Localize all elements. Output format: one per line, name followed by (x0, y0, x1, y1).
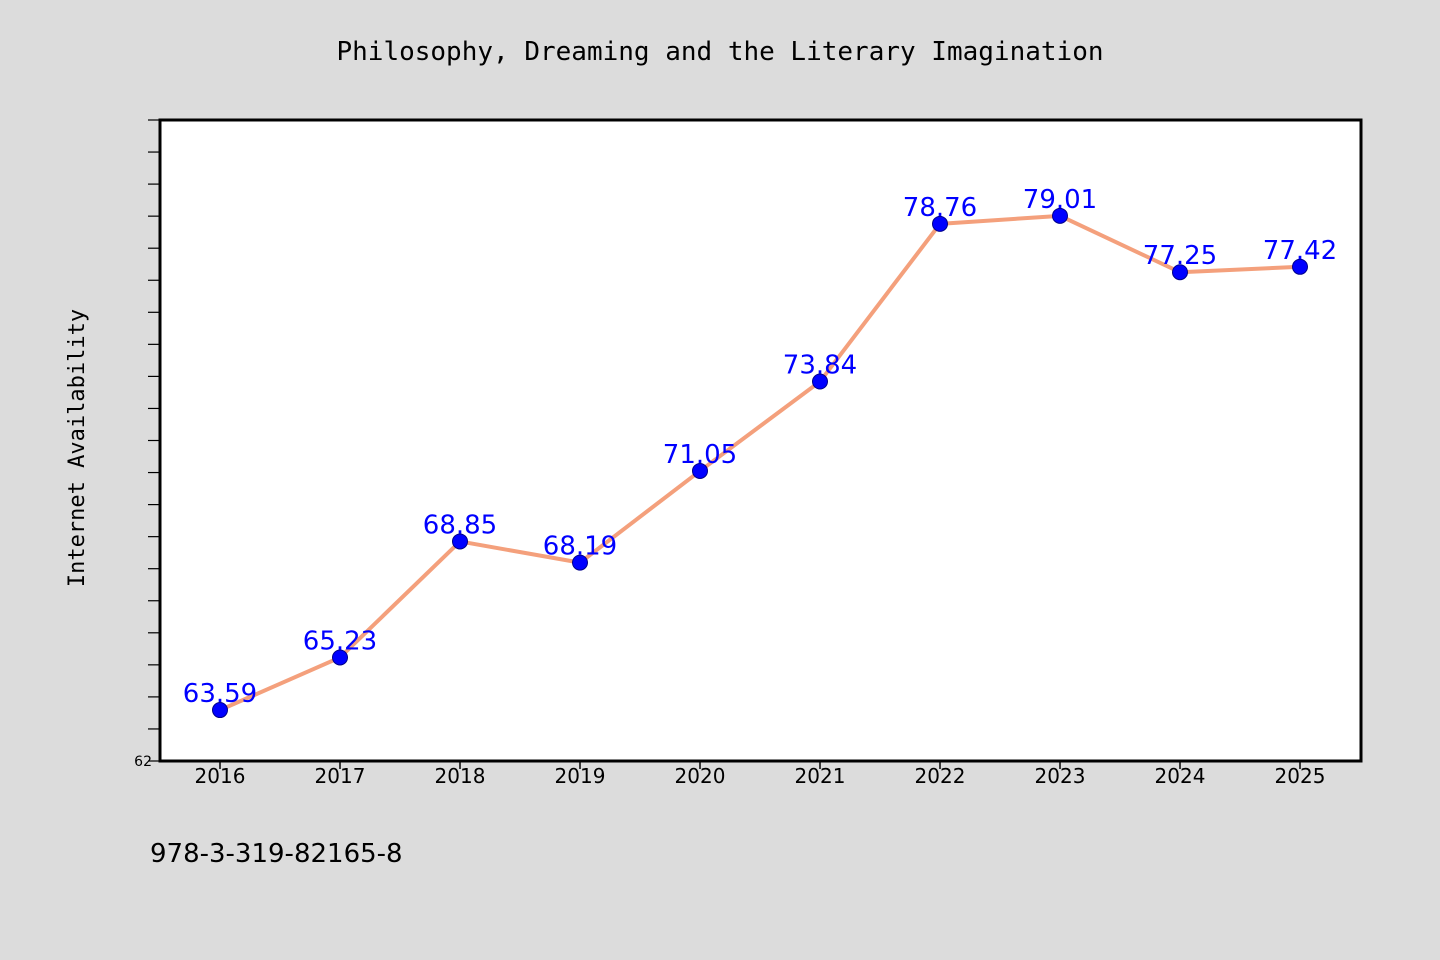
x-tick-label: 2025 (1275, 764, 1326, 788)
data-label: 71.05 (663, 440, 737, 470)
data-point (812, 373, 828, 390)
data-label: 63.59 (183, 679, 257, 709)
data-label: 78.76 (903, 193, 977, 223)
data-label: 77.42 (1263, 236, 1337, 266)
data-point (1292, 258, 1308, 275)
x-tick-label: 2024 (1155, 764, 1206, 788)
data-label: 68.19 (543, 532, 617, 562)
data-label: 68.85 (423, 510, 497, 540)
x-tick-label: 2017 (315, 764, 366, 788)
footer-isbn: 978-3-319-82165-8 (150, 839, 403, 869)
data-point (1172, 264, 1188, 281)
x-tick-label: 2021 (795, 764, 846, 788)
data-point (1052, 207, 1068, 224)
x-tick-label: 2022 (915, 764, 966, 788)
data-point (572, 554, 588, 571)
data-label: 73.84 (783, 351, 857, 381)
data-point (332, 649, 348, 666)
x-tick-label: 2020 (675, 764, 726, 788)
data-point (692, 462, 708, 479)
data-point (452, 533, 468, 550)
x-axis-ticks: 2016 2017 2018 2019 2020 2021 2022 2023 2024 2025 (195, 761, 1326, 788)
chart-title: Philosophy, Dreaming and the Literary Im… (336, 37, 1103, 67)
plot-area (158, 118, 1363, 763)
series-line (218, 213, 1302, 713)
x-tick-label: 2019 (555, 764, 606, 788)
x-tick-label: 2016 (195, 764, 246, 788)
y-axis-label: Internet Availability (65, 309, 90, 587)
data-point (212, 702, 228, 719)
data-label: 79.01 (1023, 185, 1097, 215)
data-label: 65.23 (303, 626, 377, 656)
x-tick-label: 2018 (435, 764, 486, 788)
y-tick-label: 62 (134, 754, 152, 770)
x-tick-label: 2023 (1035, 764, 1086, 788)
data-point (932, 215, 948, 232)
series-layer (212, 207, 1308, 719)
data-label: 77.25 (1143, 241, 1217, 271)
y-axis-ticks: 62 (134, 119, 160, 770)
data-labels-layer: 63.59 65.23 68.85 68.19 71.05 73.84 78.76 79.01… (183, 185, 1337, 709)
